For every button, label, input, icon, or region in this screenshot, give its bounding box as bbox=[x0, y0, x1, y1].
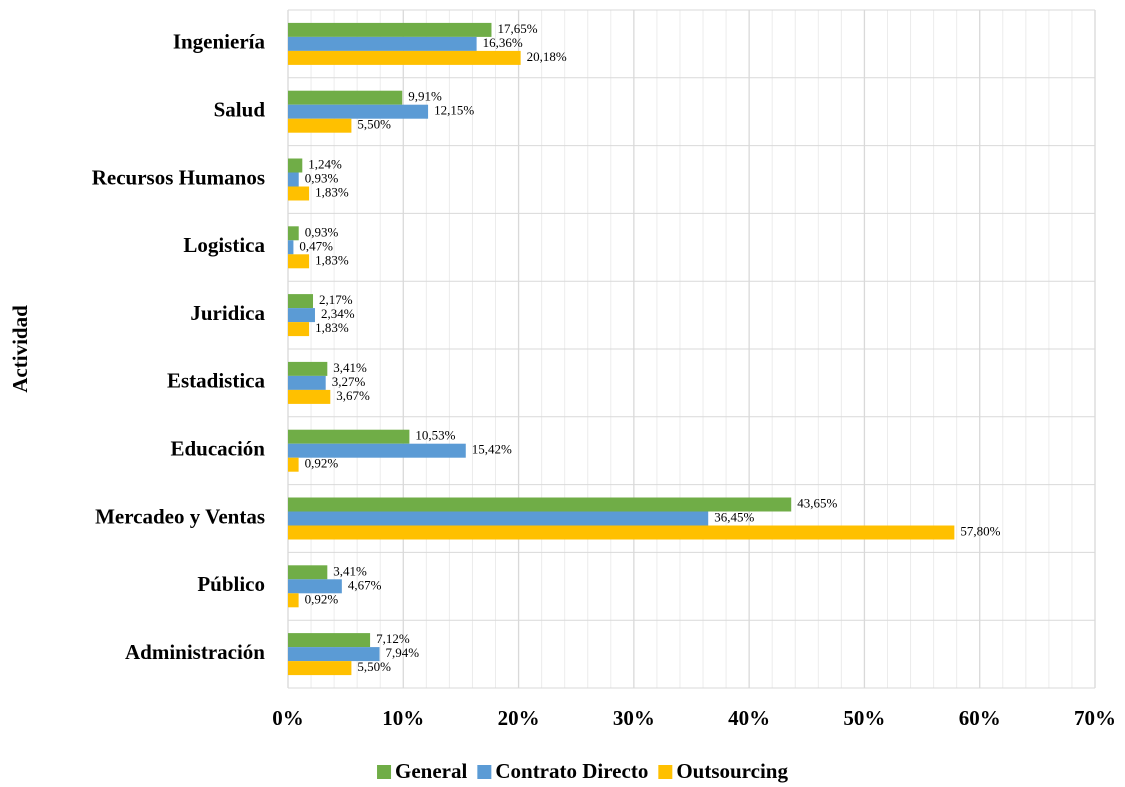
bar bbox=[288, 633, 371, 648]
x-tick-label: 0% bbox=[272, 706, 304, 730]
y-tick-label: Recursos Humanos bbox=[92, 165, 265, 189]
value-label: 1,83% bbox=[315, 320, 349, 335]
value-label: 15,42% bbox=[472, 442, 512, 457]
bar bbox=[288, 50, 521, 65]
bar bbox=[288, 389, 331, 404]
y-tick-label: Público bbox=[197, 572, 265, 596]
bar bbox=[288, 118, 352, 133]
x-tick-label: 40% bbox=[728, 706, 770, 730]
bar bbox=[288, 90, 403, 105]
x-tick-label: 30% bbox=[613, 706, 655, 730]
bar bbox=[288, 104, 429, 119]
x-tick-label: 60% bbox=[959, 706, 1001, 730]
bar bbox=[288, 525, 955, 540]
value-label: 20,18% bbox=[527, 49, 567, 64]
bar bbox=[288, 375, 326, 390]
y-tick-label: Juridica bbox=[190, 301, 265, 325]
value-label: 0,47% bbox=[299, 238, 333, 253]
value-label: 36,45% bbox=[714, 509, 754, 524]
bar bbox=[288, 186, 310, 201]
value-label: 3,41% bbox=[333, 563, 367, 578]
bar bbox=[288, 443, 466, 458]
bar bbox=[288, 565, 328, 580]
value-label: 16,36% bbox=[483, 35, 523, 50]
value-label: 9,91% bbox=[408, 89, 442, 104]
value-label: 3,27% bbox=[332, 374, 366, 389]
value-label: 7,12% bbox=[376, 631, 410, 646]
y-tick-label: Mercadeo y Ventas bbox=[95, 504, 265, 528]
bar bbox=[288, 36, 477, 51]
value-label: 0,92% bbox=[305, 456, 339, 471]
value-label: 0,93% bbox=[305, 170, 339, 185]
bar bbox=[288, 240, 294, 255]
value-label: 2,34% bbox=[321, 306, 355, 321]
value-label: 2,17% bbox=[319, 292, 353, 307]
value-label: 57,80% bbox=[960, 523, 1000, 538]
y-tick-label: Ingeniería bbox=[173, 30, 266, 54]
legend: General Contrato Directo Outsourcing bbox=[377, 759, 788, 783]
bar bbox=[288, 511, 709, 526]
value-label: 4,67% bbox=[348, 577, 382, 592]
y-tick-label: Educación bbox=[170, 437, 265, 461]
value-label: 3,67% bbox=[336, 388, 370, 403]
bar bbox=[288, 22, 492, 37]
value-label: 43,65% bbox=[797, 495, 837, 510]
bar bbox=[288, 172, 299, 187]
value-label: 5,50% bbox=[357, 659, 391, 674]
legend-swatch bbox=[477, 765, 492, 779]
y-tick-label: Salud bbox=[214, 98, 266, 122]
legend-label: General bbox=[395, 759, 467, 783]
y-axis-label: Actividad bbox=[8, 305, 32, 393]
bar bbox=[288, 429, 410, 444]
bar bbox=[288, 661, 352, 676]
bar bbox=[288, 308, 315, 323]
value-label: 1,83% bbox=[315, 252, 349, 267]
value-label: 0,92% bbox=[305, 591, 339, 606]
value-label: 3,41% bbox=[333, 360, 367, 375]
bar bbox=[288, 593, 299, 608]
y-tick-label: Logistica bbox=[183, 233, 265, 257]
value-label: 10,53% bbox=[415, 428, 455, 443]
value-label: 1,24% bbox=[308, 156, 342, 171]
value-label: 7,94% bbox=[386, 645, 420, 660]
bar bbox=[288, 647, 380, 662]
bar bbox=[288, 254, 310, 269]
legend-label: Contrato Directo bbox=[495, 759, 648, 783]
x-tick-label: 50% bbox=[843, 706, 885, 730]
bar bbox=[288, 226, 299, 241]
legend-swatch bbox=[377, 765, 392, 779]
x-tick-label: 70% bbox=[1074, 706, 1116, 730]
value-label: 5,50% bbox=[357, 117, 391, 132]
bar bbox=[288, 579, 342, 594]
bar bbox=[288, 361, 328, 376]
y-tick-label: Estadistica bbox=[167, 369, 266, 393]
x-tick-label: 10% bbox=[382, 706, 424, 730]
bar bbox=[288, 497, 792, 512]
value-label: 0,93% bbox=[305, 224, 339, 239]
legend-swatch bbox=[658, 765, 673, 779]
y-tick-label: Administración bbox=[125, 640, 265, 664]
value-label: 1,83% bbox=[315, 184, 349, 199]
bar bbox=[288, 294, 314, 309]
bar bbox=[288, 322, 310, 337]
legend-label: Outsourcing bbox=[676, 759, 788, 783]
bar bbox=[288, 457, 299, 472]
x-tick-label: 20% bbox=[498, 706, 540, 730]
value-label: 12,15% bbox=[434, 103, 474, 118]
bar bbox=[288, 158, 303, 173]
value-label: 17,65% bbox=[497, 21, 537, 36]
